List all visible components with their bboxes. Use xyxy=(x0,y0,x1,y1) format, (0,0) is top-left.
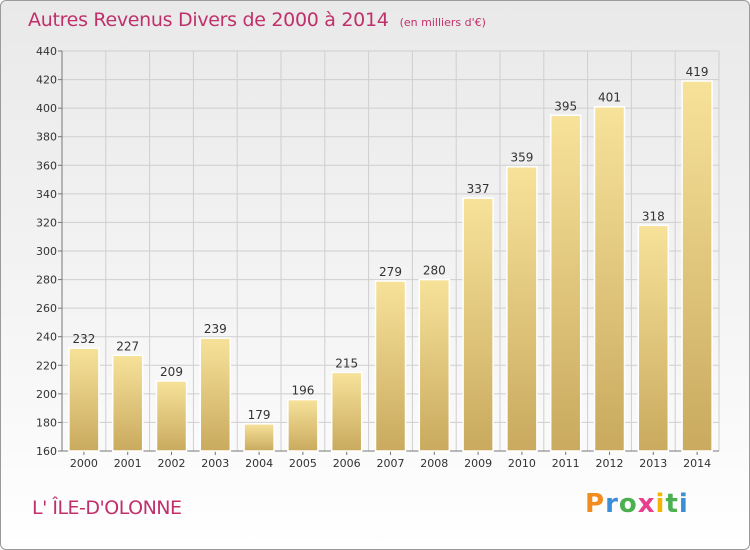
x-tick-label: 2005 xyxy=(289,457,317,470)
x-tick-label: 2001 xyxy=(114,457,142,470)
data-label: 359 xyxy=(510,151,533,165)
y-tick-label: 180 xyxy=(36,416,57,429)
y-tick-label: 420 xyxy=(36,74,57,87)
axes: 160 180 200 220 240 260 280 300 320 340 360 380 400 4… xyxy=(36,45,719,470)
x-tick-label: 2000 xyxy=(70,457,98,470)
bar-2007 xyxy=(374,280,407,452)
brand-logo: Proxiti xyxy=(585,489,689,519)
brand-letter: i xyxy=(678,489,689,519)
data-label: 419 xyxy=(686,65,709,79)
brand-letter: x xyxy=(637,489,656,519)
brand-letter: t xyxy=(665,489,679,519)
data-label: 318 xyxy=(642,209,665,223)
data-label: 196 xyxy=(291,384,314,398)
x-tick-label: 2002 xyxy=(158,457,186,470)
y-tick-label: 200 xyxy=(36,388,57,401)
y-tick-label: 380 xyxy=(36,131,57,144)
bars xyxy=(68,80,713,452)
x-tick-label: 2011 xyxy=(552,457,580,470)
chart-subtitle: (en milliers d'€) xyxy=(399,16,486,29)
bar-2006 xyxy=(330,371,363,452)
bar-2011 xyxy=(549,114,582,452)
bar-2003 xyxy=(199,337,232,452)
title-row: Autres Revenus Divers de 2000 à 2014 (en… xyxy=(28,9,486,31)
y-tick-label: 320 xyxy=(36,216,57,229)
y-tick-label: 240 xyxy=(36,331,57,344)
bar-2000 xyxy=(68,347,100,452)
brand-letter: o xyxy=(618,489,638,519)
y-tick-label: 160 xyxy=(36,445,57,458)
data-label: 279 xyxy=(379,265,402,279)
y-tick-label: 440 xyxy=(36,45,57,58)
x-tick-label: 2012 xyxy=(596,457,624,470)
chart-title: Autres Revenus Divers de 2000 à 2014 xyxy=(28,9,389,31)
data-label: 215 xyxy=(335,356,358,370)
bar-2001 xyxy=(111,354,144,452)
x-tick-label: 2006 xyxy=(333,457,361,470)
y-tick-label: 360 xyxy=(36,159,57,172)
bar-2013 xyxy=(637,224,670,452)
bar-2004 xyxy=(243,423,275,452)
x-tick-label: 2004 xyxy=(245,457,273,470)
data-label: 209 xyxy=(160,365,183,379)
y-tick-label: 260 xyxy=(36,302,57,315)
x-tick-label: 2009 xyxy=(464,457,492,470)
data-labels: 232 227 209 239 179 196 215 279 280 337 359 395 401 3… xyxy=(72,65,708,422)
brand-letter: r xyxy=(605,489,619,519)
bar-2009 xyxy=(462,197,494,452)
bar-2002 xyxy=(155,380,188,452)
data-label: 280 xyxy=(423,264,446,278)
data-label: 227 xyxy=(116,339,139,353)
y-tick-label: 300 xyxy=(36,245,57,258)
data-label: 337 xyxy=(467,182,490,196)
x-tick-label: 2007 xyxy=(377,457,405,470)
data-label: 179 xyxy=(248,408,271,422)
bar-2012 xyxy=(593,105,626,452)
location-label: L' ÎLE-D'OLONNE xyxy=(32,497,182,519)
x-tick-label: 2013 xyxy=(639,457,667,470)
y-tick-label: 220 xyxy=(36,359,57,372)
y-tick-label: 340 xyxy=(36,188,57,201)
brand-letter: i xyxy=(655,489,666,519)
data-label: 401 xyxy=(598,91,621,105)
data-label: 395 xyxy=(554,99,577,113)
y-tick-label: 400 xyxy=(36,102,57,115)
y-tick-label: 280 xyxy=(36,274,57,287)
bar-2010 xyxy=(506,165,538,452)
bar-2005 xyxy=(287,398,319,452)
bar-2014 xyxy=(681,80,713,452)
x-tick-label: 2014 xyxy=(683,457,711,470)
bar-2008 xyxy=(418,278,451,452)
data-label: 232 xyxy=(72,332,95,346)
data-label: 239 xyxy=(204,322,227,336)
brand-letter: P xyxy=(585,489,606,519)
x-tick-label: 2010 xyxy=(508,457,536,470)
x-tick-label: 2003 xyxy=(201,457,229,470)
x-tick-label: 2008 xyxy=(420,457,448,470)
